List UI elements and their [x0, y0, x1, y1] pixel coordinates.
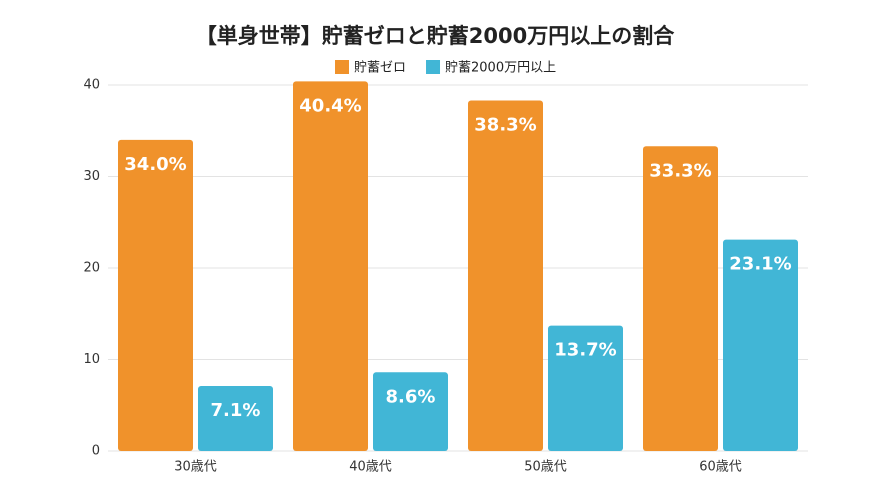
- value-label: 7.1%: [211, 400, 261, 421]
- y-tick-label: 20: [83, 261, 100, 276]
- value-label: 38.3%: [474, 115, 536, 136]
- value-label: 34.0%: [124, 154, 186, 175]
- bar: [643, 146, 718, 451]
- bar: [468, 100, 543, 452]
- x-tick-label: 30歳代: [174, 460, 217, 475]
- value-label: 13.7%: [554, 340, 616, 361]
- legend-label: 貯蓄ゼロ: [354, 61, 406, 76]
- legend-swatch: [426, 60, 441, 74]
- chart-title: 【単身世帯】貯蓄ゼロと貯蓄2000万円以上の割合: [196, 24, 675, 48]
- bar: [198, 386, 273, 451]
- bar: [118, 139, 193, 451]
- x-tick-label: 40歳代: [349, 460, 392, 475]
- y-tick-label: 30: [83, 169, 100, 184]
- x-tick-label: 50歳代: [524, 460, 567, 475]
- value-label: 33.3%: [649, 160, 711, 181]
- y-tick-label: 0: [92, 444, 100, 459]
- legend-label: 貯蓄2000万円以上: [445, 61, 556, 76]
- value-label: 23.1%: [729, 254, 791, 275]
- bar: [548, 325, 623, 451]
- x-tick-label: 60歳代: [699, 460, 742, 475]
- bar: [723, 239, 798, 451]
- y-tick-label: 40: [83, 78, 100, 93]
- value-label: 40.4%: [299, 95, 361, 116]
- bar: [373, 372, 448, 451]
- value-label: 8.6%: [386, 386, 436, 407]
- legend-swatch: [335, 60, 349, 74]
- y-tick-label: 10: [83, 352, 100, 367]
- bar: [293, 81, 368, 451]
